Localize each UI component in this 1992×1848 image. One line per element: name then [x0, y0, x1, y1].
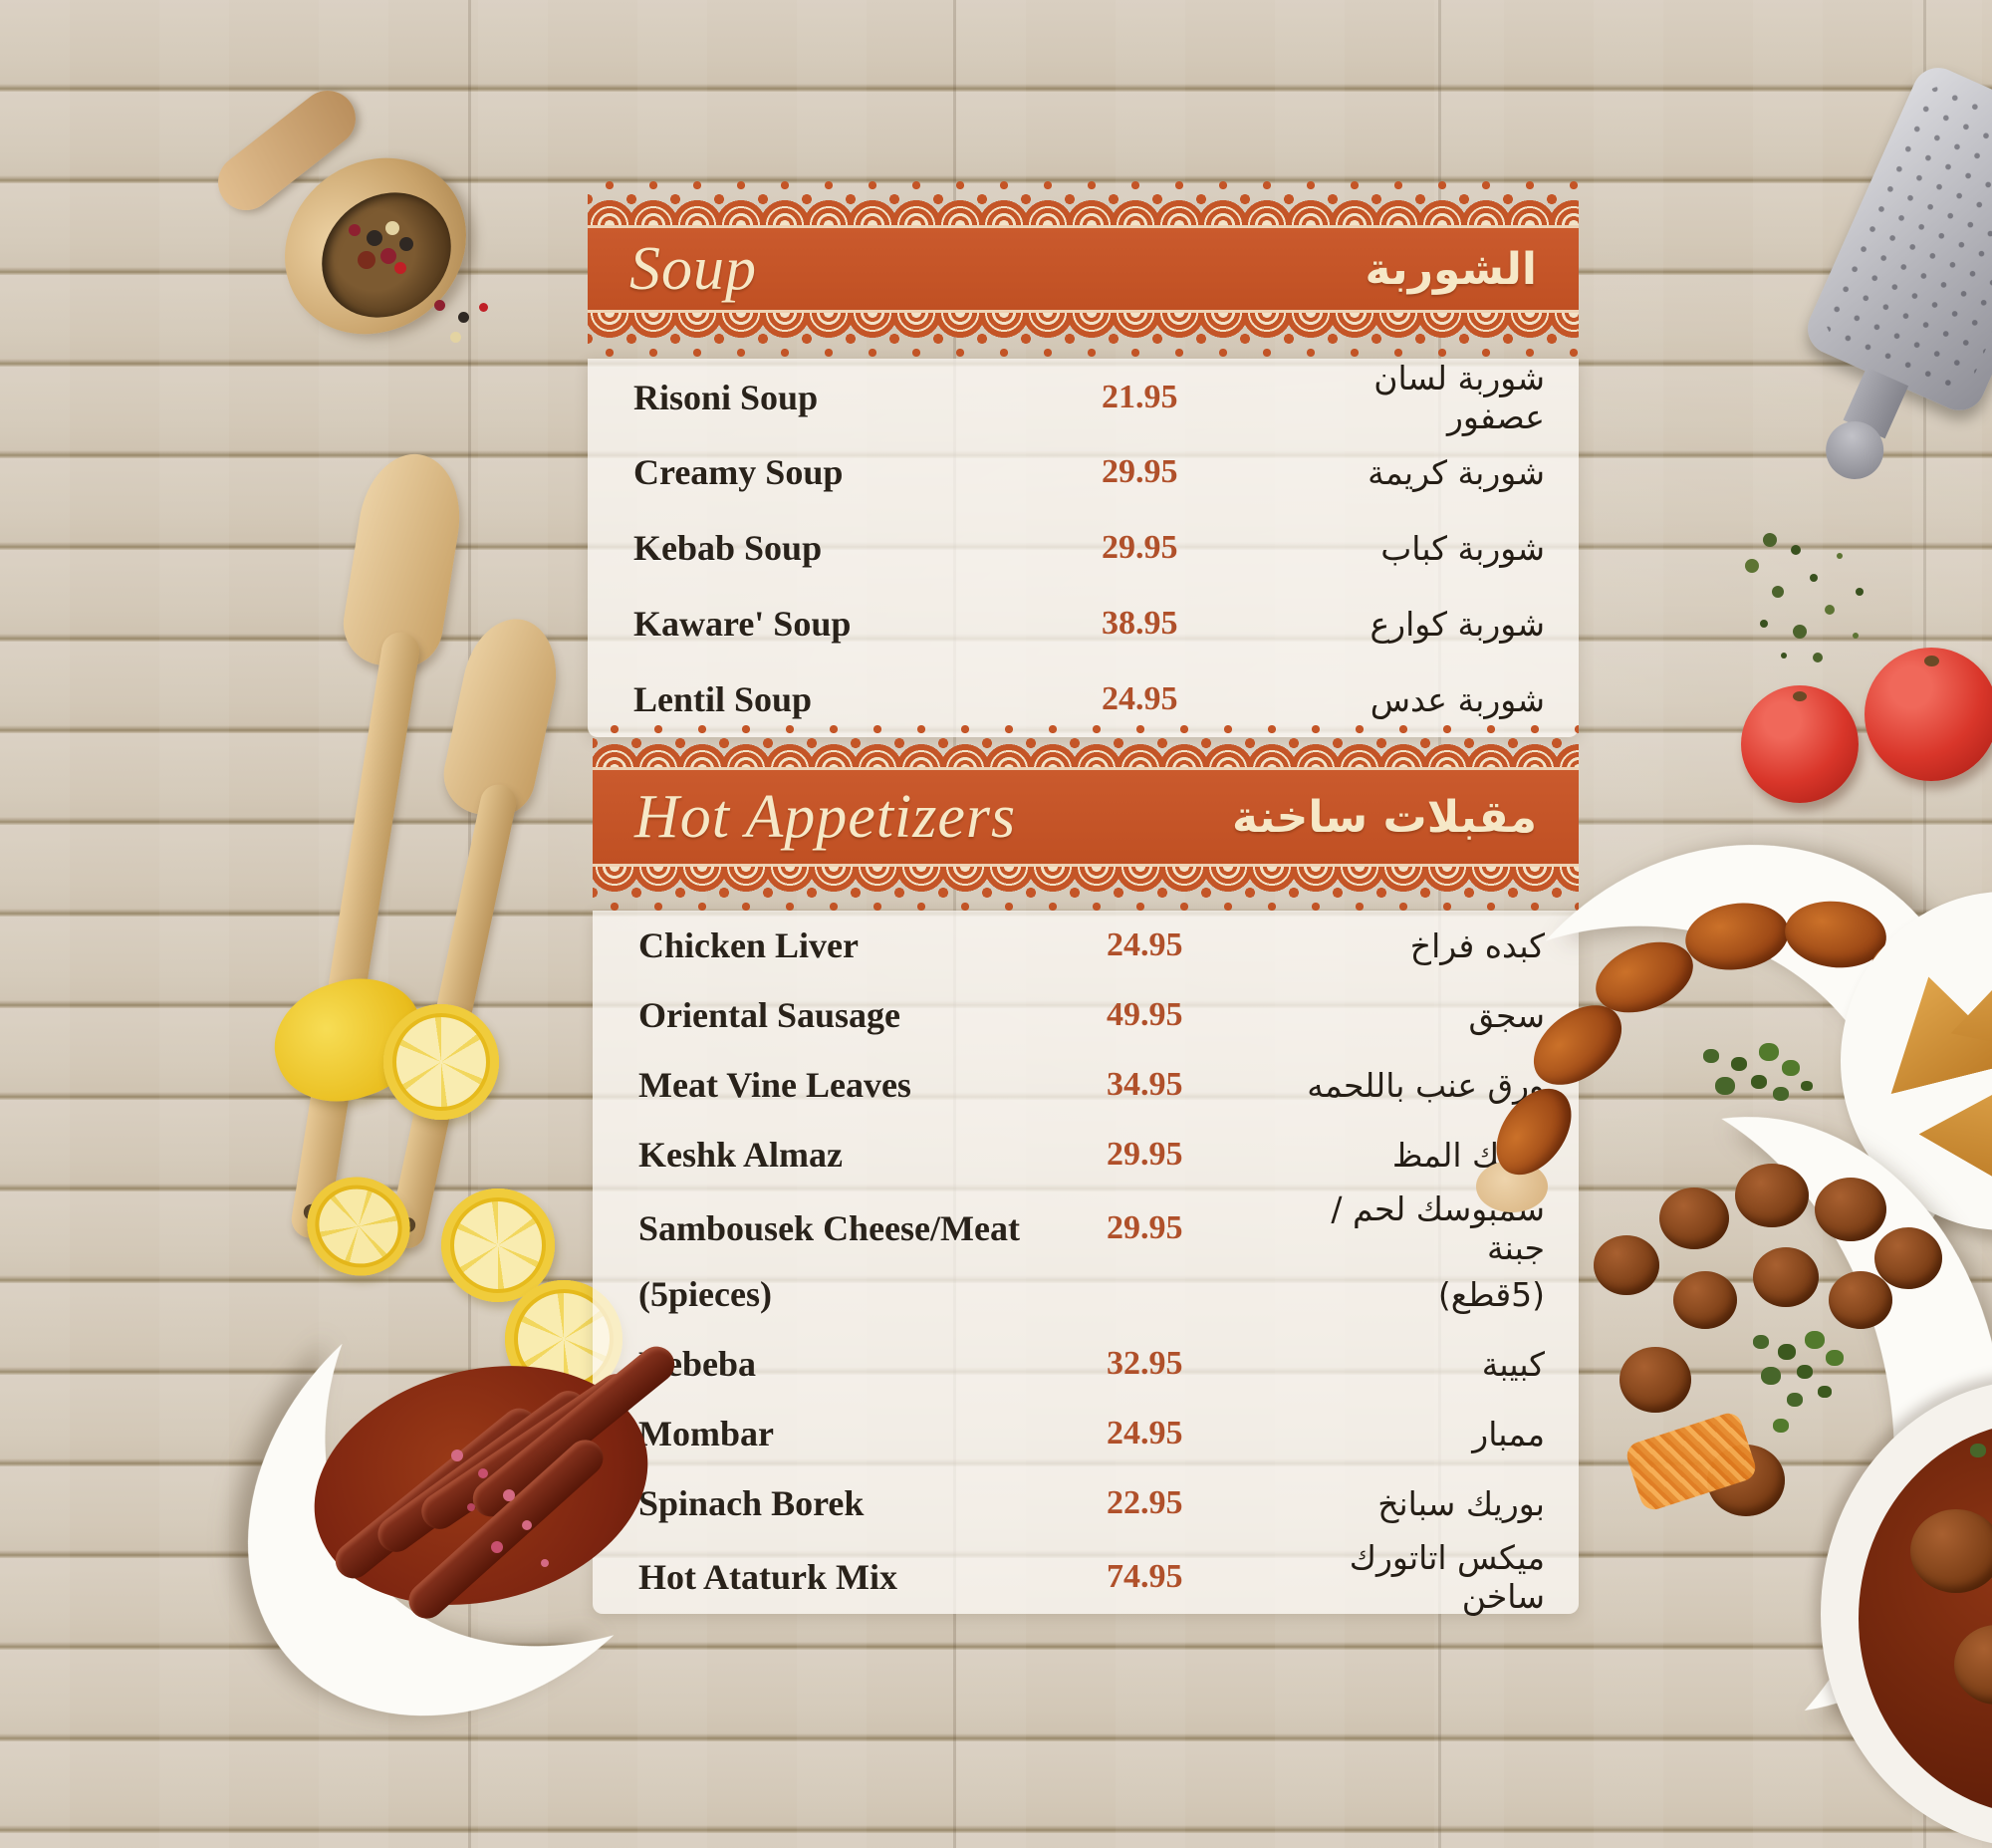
menu-item-row: Creamy Soup 29.95 شوربة كريمة	[588, 434, 1579, 510]
lace-border-top	[593, 723, 1579, 767]
item-price: 29.95	[1102, 453, 1178, 490]
tomato-photo	[1865, 648, 1992, 781]
item-name-ar: سجق	[1468, 995, 1545, 1035]
parsley-garnish	[1970, 1444, 1986, 1457]
soup-section-panel: Risoni Soup 21.95 شوربة لسان عصفور Cream…	[588, 359, 1579, 737]
item-name-en: Oriental Sausage	[638, 995, 901, 1035]
section-title-arabic: الشوربة	[1365, 243, 1538, 295]
item-name-en: Mombar	[638, 1414, 774, 1453]
section-title-english: Hot Appetizers	[634, 782, 1017, 851]
menu-item-row: (5pieces) (5قطع)	[593, 1259, 1579, 1329]
lace-border-bottom	[593, 867, 1579, 911]
soup-section-banner: Soup الشوربة	[588, 179, 1579, 359]
meatball	[1815, 1178, 1886, 1241]
spilled-peppercorns	[434, 300, 445, 311]
item-price: 24.95	[1102, 680, 1178, 717]
menu-item-row: Meat Vine Leaves 34.95 ورق عنب باللحمه	[593, 1050, 1579, 1120]
item-name-en: (5pieces)	[638, 1274, 772, 1314]
parsley-garnish	[1753, 1335, 1769, 1349]
lemon-slice-photo	[383, 1004, 499, 1120]
item-name-ar: ميكس اتاتورك ساخن	[1349, 1538, 1545, 1616]
meatball	[1673, 1271, 1737, 1329]
item-name-en: Lentil Soup	[633, 679, 813, 719]
item-name-en: Kebab Soup	[633, 528, 823, 568]
item-name-ar: شوربة عدس	[1370, 679, 1545, 719]
item-price: 38.95	[1102, 605, 1178, 642]
menu-item-row: Oriental Sausage 49.95 سجق	[593, 980, 1579, 1050]
menu-item-row: Kaware' Soup 38.95 شوربة كوارع	[588, 586, 1579, 661]
section-title-english: Soup	[629, 234, 757, 303]
menu-item-row: Hot Ataturk Mix 74.95 ميكس اتاتورك ساخن	[593, 1538, 1579, 1616]
crescent-plate	[247, 1343, 615, 1716]
pink-peppercorns	[451, 1450, 463, 1461]
hot-appetizers-section-banner: Hot Appetizers مقبلات ساخنة	[593, 723, 1579, 911]
item-price: 21.95	[1102, 379, 1178, 415]
menu-item-row: Risoni Soup 21.95 شوربة لسان عصفور	[588, 359, 1579, 436]
sausage-plate-photo	[224, 1290, 732, 1716]
menu-item-row: Sambousek Cheese/Meat 29.95 سمبوسك لحم /…	[593, 1189, 1579, 1267]
hot-appetizers-section-panel: Chicken Liver 24.95 كبده فراخ Oriental S…	[593, 911, 1579, 1616]
stew-dish-photo	[1821, 1380, 1992, 1848]
item-name-ar: شوربة كباب	[1380, 528, 1545, 568]
item-name-en: Hot Ataturk Mix	[638, 1557, 897, 1597]
lace-border-bottom	[588, 313, 1579, 359]
item-price: 29.95	[1102, 529, 1178, 566]
lace-border-top	[588, 179, 1579, 225]
item-price: 22.95	[1107, 1484, 1183, 1521]
thyme-sprigs-photo	[1693, 463, 1902, 682]
item-name-ar: شوربة كوارع	[1370, 604, 1545, 644]
item-name-en: Meat Vine Leaves	[638, 1065, 911, 1105]
item-name-ar: ممبار	[1472, 1414, 1545, 1453]
section-title-arabic: مقبلات ساخنة	[1232, 791, 1537, 843]
tomato-stem	[1924, 656, 1939, 666]
meatball	[1659, 1188, 1729, 1249]
menu-item-row: Kebeba 32.95 كبيبة	[593, 1329, 1579, 1399]
item-price: 34.95	[1107, 1066, 1183, 1103]
meatball	[1594, 1235, 1659, 1295]
item-price: 49.95	[1107, 996, 1183, 1033]
item-name-ar: كبيبة	[1481, 1344, 1545, 1384]
item-name-en: Spinach Borek	[638, 1483, 865, 1523]
kibbeh-plate-photo	[1454, 845, 1992, 1340]
spatula-handle	[289, 630, 422, 1241]
tomato-photo	[1741, 685, 1859, 803]
item-price: 74.95	[1107, 1558, 1183, 1595]
meatball	[1753, 1247, 1819, 1307]
item-price: 24.95	[1107, 1415, 1183, 1452]
peppercorns	[349, 224, 361, 236]
item-name-en: Risoni Soup	[633, 378, 819, 417]
item-name-en: Creamy Soup	[633, 452, 844, 492]
item-name-ar: كبده فراخ	[1409, 925, 1545, 965]
item-name-en: Chicken Liver	[638, 925, 859, 965]
item-price: 24.95	[1107, 926, 1183, 963]
wooden-spatula-photo	[385, 610, 598, 1280]
item-price: 29.95	[1107, 1136, 1183, 1173]
parsley-garnish	[1703, 1049, 1719, 1063]
lemon-slice-photo	[441, 1188, 555, 1302]
item-name-ar: (5قطع)	[1437, 1274, 1545, 1314]
item-name-en: Keshk Almaz	[638, 1135, 844, 1175]
item-name-en: Kaware' Soup	[633, 604, 852, 644]
item-name-ar: ورق عنب باللحمه	[1307, 1065, 1545, 1105]
meatball	[1735, 1164, 1809, 1227]
menu-item-row: Kebab Soup 29.95 شوربة كباب	[588, 510, 1579, 586]
menu-item-row: Spinach Borek 22.95 بوريك سبانخ	[593, 1468, 1579, 1538]
item-name-en: Sambousek Cheese/Meat	[638, 1208, 1020, 1248]
meatball	[1619, 1347, 1691, 1413]
meat-chunk	[1910, 1509, 1992, 1593]
item-price: 32.95	[1107, 1345, 1183, 1382]
item-name-ar: شوربة لسان عصفور	[1373, 359, 1545, 436]
menu-item-row: Lentil Soup 24.95 شوربة عدس	[588, 661, 1579, 737]
menu-item-row: Chicken Liver 24.95 كبده فراخ	[593, 911, 1579, 980]
meatball	[1874, 1227, 1942, 1289]
tomato-stem	[1793, 691, 1807, 701]
meatball	[1829, 1271, 1892, 1329]
item-name-ar: بوريك سبانخ	[1377, 1483, 1545, 1523]
wooden-scoop-photo	[199, 79, 502, 371]
herb-cluster	[1763, 533, 1777, 547]
item-name-ar: شوربة كريمة	[1368, 452, 1545, 492]
item-price: 29.95	[1107, 1209, 1183, 1246]
menu-item-row: Mombar 24.95 ممبار	[593, 1399, 1579, 1468]
